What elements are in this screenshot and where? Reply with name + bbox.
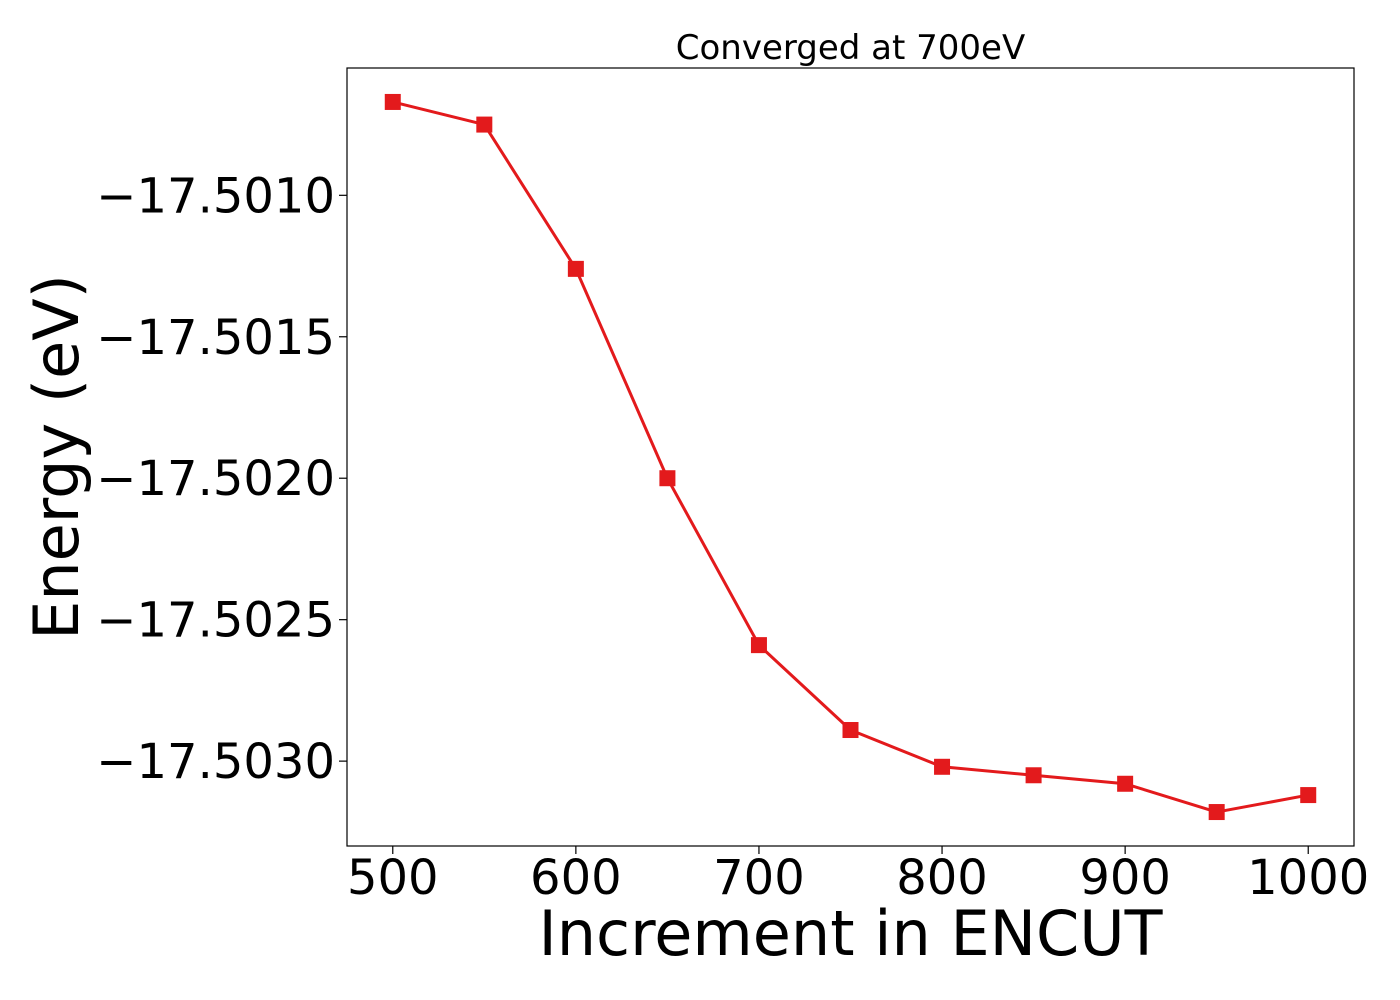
x-tick-label: 700 (713, 850, 805, 906)
energy-series-line (391, 100, 1310, 814)
data-point-marker (384, 93, 401, 110)
data-point-marker (842, 722, 859, 739)
data-point-marker (1300, 787, 1317, 804)
y-tick-label: −17.5010 (96, 168, 335, 224)
x-tick-label: 500 (347, 850, 439, 906)
y-axis-label: Energy (eV) (20, 274, 93, 640)
data-point-marker (1208, 804, 1225, 821)
y-tick-label: −17.5030 (96, 734, 335, 790)
chart-title: Converged at 700eV (676, 28, 1025, 68)
y-tick-label: −17.5015 (96, 310, 335, 366)
x-tick-label: 600 (530, 850, 622, 906)
y-tick-label: −17.5020 (96, 451, 335, 507)
x-axis-label: Increment in ENCUT (538, 897, 1163, 970)
x-tick-label: 800 (896, 850, 988, 906)
data-point-marker (1117, 775, 1134, 792)
data-point-marker (659, 470, 676, 487)
series-layer (384, 93, 1317, 821)
x-tick-label: 1000 (1247, 850, 1369, 906)
x-tick-label: 900 (1079, 850, 1171, 906)
data-point-marker (567, 260, 584, 277)
x-axis-ticks: 500 600 700 800 900 1000 (347, 846, 1369, 906)
y-axis-ticks: −17.5010 −17.5015 −17.5020 −17.5025 −17.5030 (96, 168, 347, 790)
data-point-marker (1025, 767, 1042, 784)
data-point-marker (934, 758, 951, 775)
plot-area-frame (346, 67, 1355, 847)
data-point-marker (750, 637, 767, 654)
data-point-marker (476, 116, 493, 133)
y-tick-label: −17.5025 (96, 593, 335, 649)
